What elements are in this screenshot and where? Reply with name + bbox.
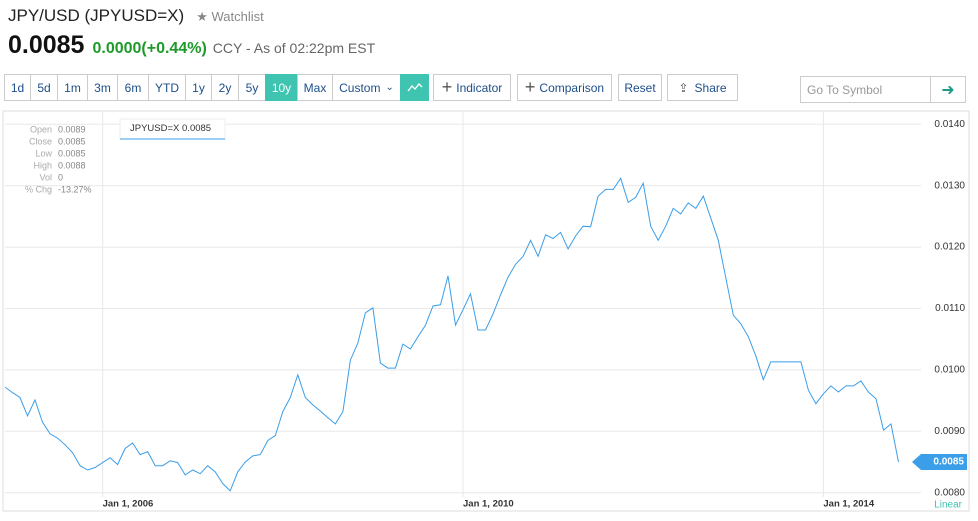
status: CCY - As of 02:22pm EST (212, 40, 376, 56)
watchlist-label[interactable]: Watchlist (211, 9, 264, 24)
scale-label: Linear (934, 500, 962, 511)
custom-button[interactable]: Custom ⌄ (332, 74, 401, 101)
range-button[interactable]: 6m (117, 74, 149, 101)
y-tick-label: 0.0080 (934, 487, 965, 498)
range-button-label[interactable]: 1m (64, 80, 81, 95)
info-value: 0 (58, 172, 63, 182)
reset-button[interactable]: Reset (618, 74, 662, 101)
range-button-label[interactable]: 5y (245, 80, 259, 95)
range-button-label[interactable]: 1d (10, 80, 25, 95)
y-tick-label: 0.0130 (934, 180, 965, 191)
range-button[interactable]: Max (297, 74, 333, 101)
x-tick-label: Jan 1, 2014 (823, 499, 874, 510)
legend: JPYUSD=X 0.0085 (130, 123, 211, 134)
range-button[interactable]: 5d (30, 74, 58, 101)
reset-button-label[interactable]: Reset (624, 80, 656, 95)
indicator-button[interactable]: + Indicator (433, 74, 511, 101)
comparison-button-label[interactable]: Comparison (539, 80, 605, 95)
price-tag (912, 454, 967, 470)
info-value: 0.0085 (58, 148, 86, 158)
range-button-label[interactable]: 10y (271, 80, 292, 95)
share-button[interactable]: ⇪ Share (667, 74, 738, 101)
y-tick-label: 0.0110 (935, 303, 965, 314)
symbol-input[interactable]: Go To Symbol (800, 76, 931, 103)
range-button[interactable]: 2y (211, 74, 239, 101)
symbol-input-label[interactable]: Go To Symbol (807, 82, 883, 97)
range-button-label[interactable]: 3m (94, 80, 111, 95)
range-button-label[interactable]: YTD (155, 80, 179, 95)
y-tick-label: 0.0120 (934, 242, 965, 253)
share-button-label[interactable]: Share (694, 80, 727, 95)
header-title-row: JPY/USD (JPYUSD=X) ★ Watchlist (8, 6, 264, 26)
watchlist[interactable]: ★ Watchlist (196, 9, 264, 24)
x-tick-label: Jan 1, 2006 (103, 499, 154, 510)
info-label: % Chg (25, 184, 52, 194)
range-button[interactable]: 1m (57, 74, 88, 101)
legend-value: 0.0085 (182, 123, 211, 134)
range-button-label[interactable]: 5d (37, 80, 51, 95)
y-tick-label: 0.0140 (934, 119, 965, 130)
custom-button-label[interactable]: Custom (339, 80, 381, 95)
range-button-label[interactable]: 2y (218, 80, 232, 95)
info-label: Open (30, 124, 52, 134)
go-button[interactable]: ➜ (930, 76, 966, 103)
price-line (4, 177, 899, 492)
info-value: -13.27% (58, 184, 92, 194)
comparison-button[interactable]: + Comparison (517, 74, 612, 101)
header-price-row: 0.0085 0.0000(+0.44%) CCY - As of 02:22pm … (8, 31, 375, 60)
price: 0.0085 (8, 31, 85, 59)
range-button-label[interactable]: 6m (124, 80, 142, 95)
legend-name: JPYUSD=X (130, 123, 180, 134)
info-label: Vol (39, 172, 52, 182)
indicator-button-label[interactable]: Indicator (456, 80, 503, 95)
y-tick-label: 0.0100 (934, 365, 965, 376)
range-button-label[interactable]: Max (303, 80, 327, 95)
range-button[interactable]: 5y (238, 74, 266, 101)
plot-frame (2, 110, 970, 512)
info-label: High (33, 160, 52, 170)
chart-type-button[interactable] (400, 74, 429, 101)
range-button[interactable]: YTD (148, 74, 186, 101)
range-button-label[interactable]: 1y (192, 80, 205, 95)
info-label: Close (29, 136, 52, 146)
x-tick-label: Jan 1, 2010 (463, 499, 514, 510)
info-label: Low (35, 148, 52, 158)
range-button[interactable]: 10y (265, 74, 298, 101)
range-button[interactable]: 3m (87, 74, 118, 101)
price-tag-label: 0.0085 (933, 457, 964, 468)
info-value: 0.0088 (58, 160, 86, 170)
info-value: 0.0085 (58, 136, 86, 146)
y-tick-label: 0.0090 (934, 426, 965, 437)
info-value: 0.0089 (58, 124, 86, 134)
change: 0.0000(+0.44%) (92, 40, 207, 57)
title: JPY/USD (JPYUSD=X) (8, 6, 185, 25)
